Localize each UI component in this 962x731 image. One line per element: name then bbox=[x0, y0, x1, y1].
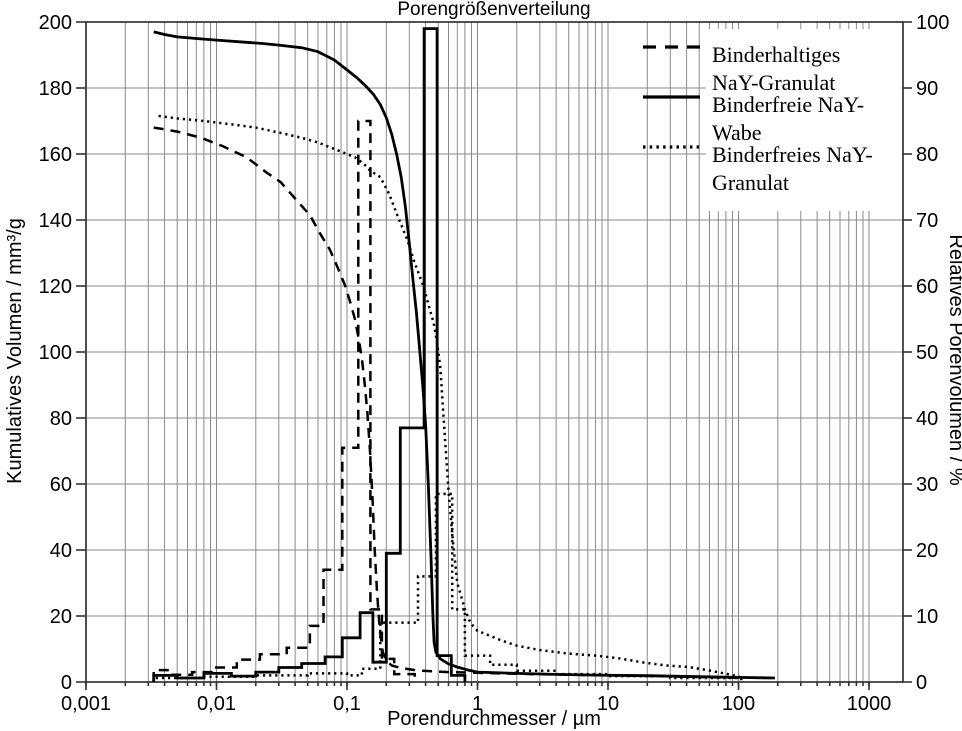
legend-label-binderhaltiges-nay-granulat: Binderhaltiges NaY-Granulat bbox=[712, 42, 840, 95]
legend-label-binderfreie-nay-wabe: Binderfreie NaY-Wabe bbox=[712, 92, 864, 145]
x-tick-label: 0,01 bbox=[197, 693, 236, 715]
x-tick-label: 1 bbox=[472, 693, 483, 715]
x-axis-title: Porendurchmesser / µm bbox=[387, 708, 601, 730]
left-tick-label: 200 bbox=[39, 12, 72, 34]
tick-labels: 0204060801001201401601802000102030405060… bbox=[39, 12, 950, 715]
left-tick-label: 100 bbox=[39, 342, 72, 364]
right-tick-label: 10 bbox=[916, 606, 938, 628]
left-tick-label: 80 bbox=[50, 408, 72, 430]
chart-title: Porengrößenverteilung bbox=[397, 0, 590, 20]
right-tick-label: 80 bbox=[916, 144, 938, 166]
cumulative-curve-binderhaltiges-nay-granulat bbox=[153, 126, 744, 680]
left-tick-label: 140 bbox=[39, 210, 72, 232]
histogram-binderfreie-nay-wabe bbox=[152, 27, 467, 682]
right-tick-label: 20 bbox=[916, 540, 938, 562]
left-tick-label: 180 bbox=[39, 78, 72, 100]
right-tick-label: 70 bbox=[916, 210, 938, 232]
left-tick-label: 20 bbox=[50, 606, 72, 628]
right-tick-label: 100 bbox=[916, 12, 949, 34]
left-tick-label: 0 bbox=[61, 672, 72, 694]
histogram-binderhaltiges-nay-granulat bbox=[152, 119, 416, 682]
plot-graphics: 0204060801001201401601802000102030405060… bbox=[39, 12, 950, 715]
right-tick-label: 60 bbox=[916, 276, 938, 298]
gridlines bbox=[86, 22, 903, 682]
right-tick-label: 40 bbox=[916, 408, 938, 430]
x-tick-label: 100 bbox=[722, 693, 755, 715]
legend-background bbox=[706, 29, 902, 211]
right-tick-label: 50 bbox=[916, 342, 938, 364]
cumulative-curve-binderfreies-nay-granulat bbox=[158, 114, 745, 680]
x-tick-label: 10 bbox=[597, 693, 619, 715]
right-tick-label: 90 bbox=[916, 78, 938, 100]
histogram-binderfreies-nay-granulat bbox=[152, 492, 743, 682]
legend-label-binderfreies-nay-granulat: Binderfreies NaY-Granulat bbox=[712, 142, 873, 195]
right-tick-label: 0 bbox=[916, 672, 927, 694]
right-axis-title: Relatives Porenvolumen / % bbox=[945, 234, 962, 485]
right-tick-label: 30 bbox=[916, 474, 938, 496]
left-axis-title: Kumulatives Volumen / mm³/g bbox=[4, 218, 26, 484]
x-tick-label: 1000 bbox=[847, 693, 892, 715]
left-tick-label: 120 bbox=[39, 276, 72, 298]
x-tick-label: 0,001 bbox=[61, 693, 111, 715]
x-tick-label: 0,1 bbox=[333, 693, 361, 715]
axis-ticks bbox=[76, 21, 912, 690]
left-tick-label: 160 bbox=[39, 144, 72, 166]
left-tick-label: 60 bbox=[50, 474, 72, 496]
cumulative-curve-binderfreie-nay-wabe bbox=[153, 30, 775, 680]
left-tick-label: 40 bbox=[50, 540, 72, 562]
